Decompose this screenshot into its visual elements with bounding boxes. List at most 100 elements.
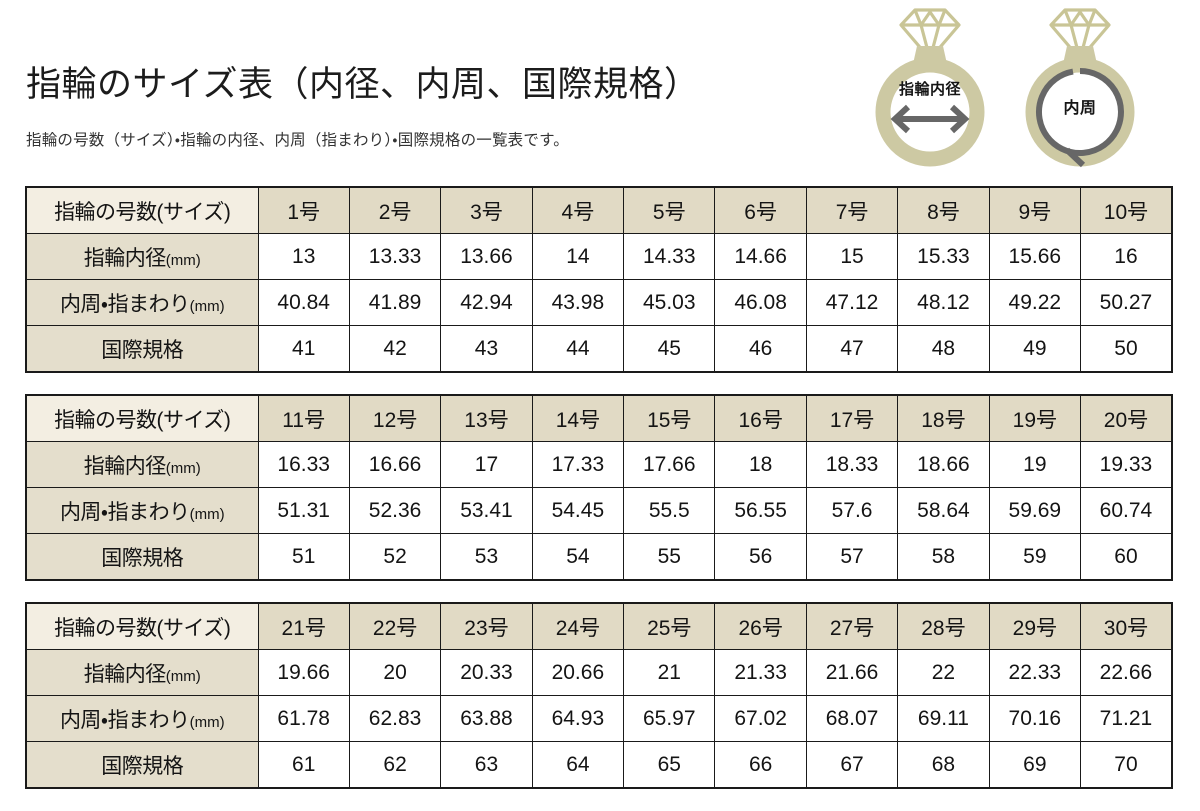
- cell-inner-circumference: 71.21: [1080, 695, 1173, 742]
- cell-inner-circumference: 43.98: [531, 279, 625, 326]
- cell-international-standard: 42: [348, 325, 442, 373]
- row-label-inner-circumference: 内周・指まわり(mm): [25, 487, 259, 534]
- row-label-unit: (mm): [189, 505, 225, 523]
- cell-inner-circumference: 54.45: [531, 487, 625, 534]
- cell-inner-diameter: 22.66: [1080, 649, 1173, 696]
- table-row-inner-circumference: 内周・指まわり(mm) 61.78 62.83 63.88 64.93 65.97 67.0…: [25, 695, 1173, 742]
- header-cell-size: 22号: [348, 602, 442, 650]
- row-label-inner-circumference: 内周・指まわり(mm): [25, 695, 259, 742]
- header-cell-size: 19号: [988, 394, 1082, 442]
- cell-inner-circumference: 58.64: [897, 487, 990, 534]
- cell-international-standard: 70: [1080, 741, 1173, 789]
- table-row-inner-diameter: 指輪内径(mm) 19.66 20 20.33 20.66 21 21.33 21.66 22 2…: [25, 649, 1173, 696]
- cell-inner-diameter: 20: [348, 649, 442, 696]
- header-cell-size: 3号: [440, 186, 533, 234]
- cell-international-standard: 60: [1080, 533, 1173, 581]
- cell-inner-diameter: 17.33: [531, 441, 625, 488]
- row-label-inner-diameter: 指輪内径(mm): [25, 441, 259, 488]
- header-cell-size: 13号: [440, 394, 533, 442]
- cell-inner-circumference: 41.89: [348, 279, 442, 326]
- row-label-unit: (mm): [189, 297, 225, 315]
- cell-inner-circumference: 60.74: [1080, 487, 1173, 534]
- row-label-inner-diameter: 指輪内径(mm): [25, 649, 259, 696]
- row-label-text: 国際規格: [101, 546, 184, 570]
- cell-inner-circumference: 52.36: [348, 487, 442, 534]
- cell-international-standard: 46: [714, 325, 807, 373]
- table-row-international-standard: 国際規格 61 62 63 64 65 66 67 68 69 70: [25, 741, 1173, 789]
- header-cell-size: 8号: [897, 186, 990, 234]
- ring-band: [1025, 46, 1135, 167]
- cell-international-standard: 51: [257, 533, 350, 581]
- cell-international-standard: 58: [897, 533, 990, 581]
- cell-international-standard: 53: [440, 533, 533, 581]
- table-row-international-standard: 国際規格 51 52 53 54 55 56 57 58 59 60: [25, 533, 1173, 581]
- header-cell-size: 26号: [714, 602, 807, 650]
- table-row-inner-diameter: 指輪内径(mm) 16.33 16.66 17 17.33 17.66 18 18.33 18.…: [25, 441, 1173, 488]
- header-label-size: 指輪の号数(サイズ): [25, 186, 259, 234]
- cell-inner-diameter: 21.33: [714, 649, 807, 696]
- cell-international-standard: 54: [531, 533, 625, 581]
- cell-inner-diameter: 14: [531, 233, 625, 280]
- table-header-row: 指輪の号数(サイズ) 11号 12号 13号 14号 15号 16号 17号 18号 19号 20号: [25, 394, 1173, 442]
- ring-size-table-1: 指輪の号数(サイズ) 1号 2号 3号 4号 5号 6号 7号 8号 9号 10号 指輪内径(mm) 1…: [25, 186, 1173, 373]
- row-label-text: 国際規格: [101, 754, 184, 778]
- cell-inner-circumference: 59.69: [988, 487, 1082, 534]
- cell-international-standard: 55: [623, 533, 716, 581]
- cell-inner-diameter: 18: [714, 441, 807, 488]
- header-cell-size: 24号: [531, 602, 625, 650]
- cell-international-standard: 63: [440, 741, 533, 789]
- header-cell-size: 9号: [988, 186, 1082, 234]
- cell-inner-circumference: 61.78: [257, 695, 350, 742]
- cell-inner-diameter: 17: [440, 441, 533, 488]
- cell-international-standard: 52: [348, 533, 442, 581]
- row-label-international-standard: 国際規格: [25, 741, 259, 789]
- table-row-inner-diameter: 指輪内径(mm) 13 13.33 13.66 14 14.33 14.66 15 15.33 1…: [25, 233, 1173, 280]
- cell-international-standard: 49: [988, 325, 1082, 373]
- header-cell-size: 7号: [805, 186, 899, 234]
- cell-inner-diameter: 17.66: [623, 441, 716, 488]
- cell-inner-diameter: 16: [1080, 233, 1173, 280]
- cell-inner-diameter: 19: [988, 441, 1082, 488]
- row-label-international-standard: 国際規格: [25, 325, 259, 373]
- row-label-unit: (mm): [189, 713, 225, 731]
- row-label-text: 指輪内径: [83, 662, 167, 686]
- cell-inner-diameter: 15.66: [988, 233, 1082, 280]
- header-cell-size: 27号: [805, 602, 899, 650]
- header-cell-size: 10号: [1080, 186, 1173, 234]
- header-area: 指輪のサイズ表（内径、内周、国際規格） 指輪の号数（サイズ）・指輪の内径、内周（…: [0, 0, 1200, 178]
- cell-inner-circumference: 57.6: [805, 487, 899, 534]
- cell-international-standard: 66: [714, 741, 807, 789]
- header-cell-size: 29号: [988, 602, 1082, 650]
- cell-inner-circumference: 47.12: [805, 279, 899, 326]
- header-cell-size: 1号: [257, 186, 350, 234]
- cell-international-standard: 62: [348, 741, 442, 789]
- cell-inner-diameter: 13.66: [440, 233, 533, 280]
- cell-inner-circumference: 67.02: [714, 695, 807, 742]
- cell-inner-circumference: 50.27: [1080, 279, 1173, 326]
- cell-inner-circumference: 49.22: [988, 279, 1082, 326]
- header-cell-size: 18号: [897, 394, 990, 442]
- cell-international-standard: 68: [897, 741, 990, 789]
- row-label-unit: (mm): [165, 459, 201, 477]
- cell-international-standard: 64: [531, 741, 625, 789]
- cell-international-standard: 48: [897, 325, 990, 373]
- cell-inner-diameter: 21.66: [805, 649, 899, 696]
- cell-inner-diameter: 15: [805, 233, 899, 280]
- cell-international-standard: 67: [805, 741, 899, 789]
- cell-inner-circumference: 46.08: [714, 279, 807, 326]
- ring-circumference-svg: [1025, 8, 1135, 168]
- cell-inner-circumference: 45.03: [623, 279, 716, 326]
- cell-inner-circumference: 53.41: [440, 487, 533, 534]
- header-cell-size: 12号: [348, 394, 442, 442]
- table-row-international-standard: 国際規格 41 42 43 44 45 46 47 48 49 50: [25, 325, 1173, 373]
- header-cell-size: 4号: [531, 186, 625, 234]
- circular-arrow-icon: [1036, 68, 1124, 168]
- cell-international-standard: 45: [623, 325, 716, 373]
- cell-international-standard: 56: [714, 533, 807, 581]
- cell-international-standard: 57: [805, 533, 899, 581]
- cell-inner-circumference: 65.97: [623, 695, 716, 742]
- table-header-row: 指輪の号数(サイズ) 1号 2号 3号 4号 5号 6号 7号 8号 9号 10号: [25, 186, 1173, 234]
- cell-inner-diameter: 18.33: [805, 441, 899, 488]
- cell-inner-circumference: 64.93: [531, 695, 625, 742]
- row-label-international-standard: 国際規格: [25, 533, 259, 581]
